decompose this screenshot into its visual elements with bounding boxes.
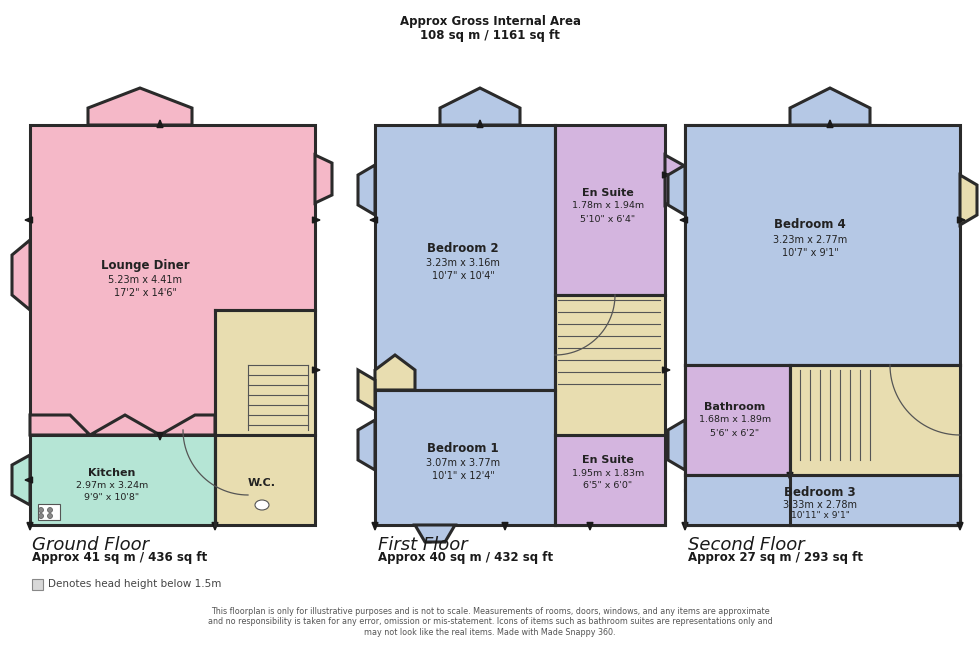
Text: 3.23m x 2.77m: 3.23m x 2.77m [773,235,847,245]
Polygon shape [372,522,378,530]
Polygon shape [957,522,963,530]
Text: Lounge Diner: Lounge Diner [101,258,189,272]
Bar [555,125,665,295]
Polygon shape [157,120,163,128]
Text: Bedroom 2: Bedroom 2 [427,241,499,254]
Text: First Floor: First Floor [378,536,467,554]
Text: 10'7" x 10'4": 10'7" x 10'4" [431,271,495,281]
Polygon shape [662,367,670,373]
Text: 1.78m x 1.94m: 1.78m x 1.94m [572,202,644,210]
Polygon shape [12,455,30,505]
Bar [685,365,795,490]
Polygon shape [88,88,192,125]
Text: 17'2" x 14'6": 17'2" x 14'6" [114,288,176,298]
Polygon shape [25,217,32,223]
Text: En Suite: En Suite [582,188,634,198]
Circle shape [47,514,53,518]
Text: 2.97m x 3.24m: 2.97m x 3.24m [75,481,148,490]
Polygon shape [477,120,483,128]
Text: This floorplan is only for illustrative purposes and is not to scale. Measuremen: This floorplan is only for illustrative … [208,607,772,637]
Polygon shape [662,172,670,178]
Text: 10'1" x 12'4": 10'1" x 12'4" [431,471,495,481]
Polygon shape [827,120,833,128]
Polygon shape [358,370,375,410]
Bar [685,125,960,365]
Polygon shape [502,522,508,530]
Bar [685,475,960,525]
Text: 5'10" x 6'4": 5'10" x 6'4" [580,215,636,223]
Text: 3.33m x 2.78m: 3.33m x 2.78m [783,500,857,510]
Polygon shape [375,355,415,390]
Bar [555,295,665,525]
Text: 9'9" x 10'8": 9'9" x 10'8" [84,494,139,502]
Polygon shape [790,88,870,125]
Text: 5'6" x 6'2": 5'6" x 6'2" [710,428,760,438]
Text: 1.95m x 1.83m: 1.95m x 1.83m [572,469,644,477]
Polygon shape [358,165,375,215]
Bar [38,504,60,520]
Polygon shape [370,217,377,223]
Text: Approx Gross Internal Area: Approx Gross Internal Area [400,15,580,28]
Text: 1.68m x 1.89m: 1.68m x 1.89m [699,416,771,424]
Text: 3.23m x 3.16m: 3.23m x 3.16m [426,258,500,268]
Text: 108 sq m / 1161 sq ft: 108 sq m / 1161 sq ft [420,30,560,42]
Text: W.C.: W.C. [248,478,276,488]
Polygon shape [315,155,332,203]
Polygon shape [212,522,218,530]
Polygon shape [668,420,685,470]
Text: Approx 41 sq m / 436 sq ft: Approx 41 sq m / 436 sq ft [32,551,207,564]
Polygon shape [440,88,520,125]
Bar [685,365,790,475]
Polygon shape [682,522,688,530]
Bar [30,125,315,435]
Bar [795,365,960,525]
Polygon shape [787,473,793,480]
Polygon shape [27,522,33,530]
Polygon shape [25,477,32,483]
Bar [555,435,665,525]
Polygon shape [358,420,375,470]
Text: 10'7" x 9'1": 10'7" x 9'1" [782,248,838,258]
Text: En Suite: En Suite [582,455,634,465]
Text: Kitchen: Kitchen [88,468,135,478]
Polygon shape [587,522,593,530]
Text: Bedroom 3: Bedroom 3 [784,486,856,500]
Polygon shape [313,367,320,373]
Polygon shape [12,240,30,310]
Text: Bedroom 1: Bedroom 1 [427,442,499,455]
Bar [375,125,555,390]
Circle shape [47,508,53,512]
Bar [685,490,960,525]
Polygon shape [665,155,683,205]
Bar [30,435,215,525]
Polygon shape [957,217,965,223]
Bar [375,390,555,525]
Bar [685,125,885,365]
Text: Ground Floor: Ground Floor [32,536,149,554]
Bar [215,310,315,435]
Text: 3.07m x 3.77m: 3.07m x 3.77m [426,458,500,468]
Polygon shape [157,432,163,440]
Text: 10'11" x 9'1": 10'11" x 9'1" [791,510,850,520]
Polygon shape [680,217,688,223]
Polygon shape [960,175,977,225]
Bar [215,435,315,525]
Text: 6'5" x 6'0": 6'5" x 6'0" [583,481,632,490]
Polygon shape [30,415,215,435]
Ellipse shape [255,500,269,510]
Text: Denotes head height below 1.5m: Denotes head height below 1.5m [48,579,221,589]
Bar [790,365,960,525]
Text: Approx 40 sq m / 432 sq ft: Approx 40 sq m / 432 sq ft [378,551,553,564]
Text: 5.23m x 4.41m: 5.23m x 4.41m [108,275,182,285]
Polygon shape [415,525,455,542]
Text: Second Floor: Second Floor [688,536,805,554]
Text: Bedroom 4: Bedroom 4 [774,219,846,231]
Polygon shape [668,165,685,215]
Circle shape [38,508,43,512]
Text: Approx 27 sq m / 293 sq ft: Approx 27 sq m / 293 sq ft [688,551,863,564]
Text: Bathroom: Bathroom [705,402,765,412]
Circle shape [38,514,43,518]
Bar [32,579,43,590]
Polygon shape [313,217,320,223]
